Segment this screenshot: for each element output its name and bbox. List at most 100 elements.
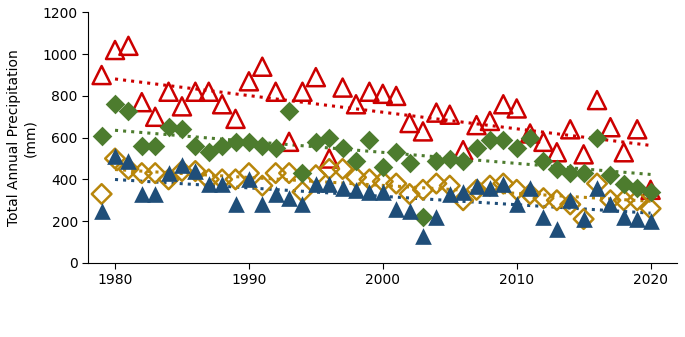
Point [431, 181, 442, 186]
Point [190, 168, 201, 174]
Point [123, 108, 134, 113]
Point [645, 218, 656, 224]
Point [337, 85, 348, 90]
Point [216, 181, 227, 186]
Point [578, 216, 589, 222]
Point [511, 145, 522, 151]
Point [471, 187, 482, 192]
Point [377, 91, 388, 96]
Point [190, 168, 201, 174]
Point [110, 154, 121, 159]
Point [498, 181, 509, 186]
Point [417, 187, 428, 192]
Point [525, 135, 536, 140]
Point [337, 145, 348, 151]
Point [123, 43, 134, 49]
Point [632, 197, 643, 203]
Point [431, 214, 442, 220]
Point [471, 145, 482, 151]
Point [538, 195, 549, 201]
Point [619, 214, 630, 220]
Point [270, 171, 281, 176]
Point [284, 139, 295, 145]
Point [551, 227, 562, 232]
Point [390, 150, 401, 155]
Point [417, 233, 428, 239]
Point [310, 181, 321, 186]
Point [538, 158, 549, 163]
Point [484, 185, 495, 190]
Point [230, 139, 241, 145]
Point [297, 89, 308, 94]
Legend: Lookout Mtn, Signal Peak, Beaverhead, Gila Hot Spgs: Lookout Mtn, Signal Peak, Beaverhead, Gi… [116, 336, 649, 337]
Point [351, 158, 362, 163]
Point [525, 185, 536, 190]
Point [163, 89, 174, 94]
Point [110, 101, 121, 107]
Point [578, 171, 589, 176]
Point [177, 127, 188, 132]
Point [351, 175, 362, 180]
Point [150, 191, 161, 197]
Point [484, 183, 495, 188]
Point [150, 171, 161, 176]
Point [123, 158, 134, 163]
Point [404, 120, 415, 126]
Point [284, 108, 295, 113]
Point [136, 99, 147, 105]
Point [390, 93, 401, 99]
Point [605, 125, 616, 130]
Point [230, 202, 241, 207]
Point [337, 185, 348, 190]
Point [324, 156, 335, 161]
Point [310, 74, 321, 80]
Point [150, 143, 161, 149]
Point [177, 168, 188, 174]
Point [417, 129, 428, 134]
Point [511, 106, 522, 111]
Point [177, 104, 188, 109]
Point [619, 197, 630, 203]
Point [605, 202, 616, 207]
Point [136, 171, 147, 176]
Point [203, 181, 214, 186]
Point [511, 187, 522, 192]
Point [230, 116, 241, 122]
Point [377, 164, 388, 170]
Point [257, 64, 268, 69]
Point [257, 143, 268, 149]
Point [592, 135, 603, 140]
Point [216, 143, 227, 149]
Point [203, 89, 214, 94]
Point [445, 112, 456, 117]
Point [163, 177, 174, 182]
Point [190, 143, 201, 149]
Point [377, 189, 388, 194]
Point [364, 89, 375, 94]
Point [645, 187, 656, 192]
Point [163, 171, 174, 176]
Point [364, 189, 375, 194]
Point [123, 166, 134, 172]
Point [270, 191, 281, 197]
Point [284, 171, 295, 176]
Point [592, 185, 603, 190]
Point [96, 191, 107, 197]
Point [364, 177, 375, 182]
Point [297, 171, 308, 176]
Point [431, 158, 442, 163]
Point [96, 72, 107, 78]
Point [445, 156, 456, 161]
Point [445, 191, 456, 197]
Point [498, 181, 509, 186]
Point [310, 173, 321, 178]
Point [216, 101, 227, 107]
Point [150, 114, 161, 120]
Point [619, 181, 630, 186]
Point [136, 191, 147, 197]
Point [216, 177, 227, 182]
Point [203, 177, 214, 182]
Point [578, 152, 589, 157]
Point [458, 148, 469, 153]
Point [458, 197, 469, 203]
